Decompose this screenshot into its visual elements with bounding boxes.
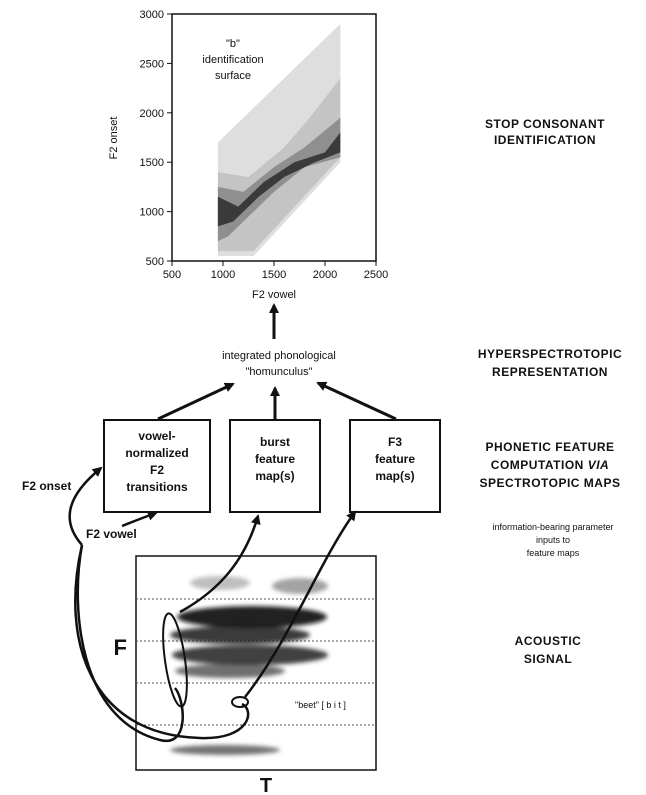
word-label: "beet" [ b i t ] [295,700,346,710]
identification-surface-chart: 500 1000 1500 2000 2500 500 1000 1500 2000 2500 3… [108,9,388,301]
y-axis-label: F2 onset [108,117,120,160]
surface-annotation-line1: "b" [226,38,240,50]
x-tick-label: 2000 [313,269,337,281]
arrow-burst-to-burst-map [179,514,261,614]
contour-high [217,132,341,227]
loop-f2-vowel [74,544,250,740]
y-tick-label: 500 [146,256,164,268]
surface-annotation-line2: identification [202,54,263,66]
computation-word: COMPUTATION [491,458,588,472]
inputs-note-2: inputs to [536,535,570,545]
stage-label-acoustic-1: ACOUSTIC [515,634,582,648]
inputs-note-3: feature maps [527,548,580,558]
y-tick-label: 2500 [140,58,164,70]
stage-label-identification-1: STOP CONSONANT [485,117,605,131]
arrow-f3-to-f3-map [244,510,357,698]
x-tick-label: 500 [163,269,181,281]
x-tick-label: 1500 [262,269,286,281]
f3-transition-ellipse [231,696,249,708]
y-tick-label: 3000 [140,9,164,21]
f3-energy [177,606,327,628]
f2-box-line4: transitions [126,480,188,494]
homunculus-line1: integrated phonological [222,350,336,362]
f2-vowel-label: F2 vowel [86,527,137,541]
surface-annotation-line3: surface [215,70,251,82]
homunculus-line2: "homunculus" [245,366,312,378]
stage-label-phonetic-1: PHONETIC FEATURE [485,440,614,454]
via-word: VIA [588,458,610,472]
f4-energy [272,578,328,594]
loop-f2-onset [76,544,184,743]
y-tick-label: 1500 [140,157,164,169]
x-tick-label: 1000 [211,269,235,281]
y-axis-ticks: 500 1000 1500 2000 2500 3000 [140,9,172,268]
contour-layer [217,23,341,257]
f2-energy [172,645,328,665]
stage-label-hyper-2: REPRESENTATION [492,365,608,379]
f3-lower-energy [170,626,310,644]
stage-label-hyper-1: HYPERSPECTROTOPIC [478,347,622,361]
f3-feature-box [349,419,441,513]
time-axis-label: T [260,775,272,795]
arrow-f3-to-homunculus [316,381,397,421]
f2-box-line2: normalized [125,446,188,460]
f2-lower-energy [175,664,285,678]
stage-label-phonetic-2: COMPUTATION VIA [491,458,609,472]
stage-label-acoustic-2: SIGNAL [524,652,572,666]
x-tick-label: 2500 [364,269,388,281]
x-axis-label: F2 vowel [252,289,296,301]
f3-box-line3: map(s) [375,469,414,483]
f3-box-line2: feature [375,452,415,466]
frequency-axis-label: F [114,635,127,660]
f2-onset-label: F2 onset [22,479,71,493]
stage-label-phonetic-3: SPECTROTOPIC MAPS [480,476,621,490]
f1-energy [170,745,280,755]
y-tick-label: 1000 [140,207,164,219]
y-tick-label: 2000 [140,108,164,120]
burst-box-line3: map(s) [255,469,294,483]
arrow-f2-onset [68,466,103,546]
stage-label-identification-2: IDENTIFICATION [494,133,596,147]
burst-box-line2: feature [255,452,295,466]
f3-box-line1: F3 [388,435,402,449]
f2-box-line3: F2 [150,463,164,477]
inputs-note-1: information-bearing parameter [492,522,613,532]
burst-feature-box [229,419,321,513]
f2-box-line1: vowel- [138,429,175,443]
spectrogram: F T "beet" [ b i t ] [114,555,377,795]
arrow-f2-vowel [121,510,158,528]
x-axis-ticks: 500 1000 1500 2000 2500 [163,261,388,281]
burst-box-line1: burst [260,435,290,449]
arrow-f2-to-homunculus [157,382,235,421]
